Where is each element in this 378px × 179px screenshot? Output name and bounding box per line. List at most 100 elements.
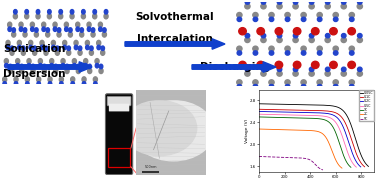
Circle shape — [357, 4, 363, 9]
Circle shape — [99, 27, 102, 32]
1C — [257, 116, 261, 118]
Circle shape — [59, 9, 62, 14]
Circle shape — [59, 77, 64, 82]
Circle shape — [341, 67, 346, 71]
Circle shape — [350, 84, 354, 89]
Circle shape — [25, 77, 29, 82]
Circle shape — [341, 33, 346, 38]
Circle shape — [8, 68, 12, 74]
Circle shape — [78, 46, 82, 50]
Circle shape — [104, 9, 108, 14]
Circle shape — [293, 71, 298, 76]
Circle shape — [76, 68, 81, 74]
Circle shape — [293, 0, 298, 4]
Circle shape — [4, 59, 8, 64]
Circle shape — [309, 37, 314, 43]
Circle shape — [50, 63, 53, 68]
Circle shape — [57, 32, 61, 37]
Circle shape — [350, 17, 354, 21]
0.1C — [363, 166, 367, 168]
Circle shape — [253, 51, 258, 55]
0.05C — [320, 104, 325, 106]
Circle shape — [333, 51, 338, 55]
Circle shape — [325, 0, 330, 4]
Circle shape — [33, 50, 37, 55]
Circle shape — [12, 32, 16, 37]
0.5C — [354, 166, 359, 168]
Text: Discharging: Discharging — [200, 62, 270, 72]
Circle shape — [8, 27, 11, 32]
Circle shape — [253, 80, 258, 85]
Circle shape — [285, 13, 290, 18]
Circle shape — [253, 17, 258, 21]
Circle shape — [67, 46, 70, 50]
Circle shape — [40, 45, 44, 50]
Circle shape — [44, 46, 48, 50]
Line: 0.1C: 0.1C — [259, 109, 365, 167]
Circle shape — [104, 14, 108, 19]
Circle shape — [237, 13, 242, 18]
Circle shape — [46, 32, 50, 37]
Circle shape — [277, 67, 282, 71]
Circle shape — [48, 77, 52, 82]
Circle shape — [29, 45, 33, 50]
Circle shape — [99, 68, 103, 74]
Circle shape — [89, 50, 93, 55]
Circle shape — [245, 4, 250, 9]
Circle shape — [76, 22, 80, 27]
Circle shape — [78, 50, 82, 55]
2C — [340, 167, 344, 169]
Circle shape — [65, 27, 68, 32]
0.5C — [319, 115, 323, 117]
Circle shape — [269, 84, 274, 89]
Circle shape — [275, 61, 283, 69]
Circle shape — [19, 27, 23, 32]
Circle shape — [237, 80, 242, 85]
Circle shape — [237, 84, 242, 89]
Circle shape — [87, 22, 91, 27]
Circle shape — [95, 63, 99, 68]
Circle shape — [341, 37, 346, 43]
Circle shape — [74, 45, 78, 50]
Circle shape — [84, 63, 87, 68]
Circle shape — [348, 28, 355, 35]
Circle shape — [31, 64, 35, 69]
Circle shape — [261, 33, 266, 38]
0.05C — [340, 108, 344, 111]
2C — [305, 129, 310, 131]
Circle shape — [277, 37, 282, 43]
Circle shape — [293, 33, 298, 38]
Text: Solvothermal: Solvothermal — [136, 12, 214, 22]
Circle shape — [293, 4, 298, 9]
Circle shape — [317, 80, 322, 85]
Circle shape — [40, 40, 44, 45]
Circle shape — [12, 28, 15, 32]
Circle shape — [257, 61, 265, 69]
0.1C — [324, 110, 328, 112]
2C — [328, 146, 333, 148]
Circle shape — [293, 61, 301, 69]
Circle shape — [37, 82, 40, 86]
Circle shape — [275, 28, 283, 35]
Circle shape — [22, 46, 25, 50]
Line: 2C: 2C — [259, 129, 342, 168]
Circle shape — [80, 32, 84, 37]
Circle shape — [35, 28, 38, 32]
Circle shape — [56, 46, 59, 50]
0.5C — [313, 115, 318, 117]
Circle shape — [333, 80, 338, 85]
0.5C — [316, 115, 320, 117]
Circle shape — [76, 27, 79, 32]
5C — [296, 157, 300, 159]
Circle shape — [34, 32, 39, 37]
Circle shape — [59, 14, 63, 19]
0.2C — [263, 110, 268, 113]
5C — [312, 162, 316, 164]
Circle shape — [348, 61, 355, 69]
Circle shape — [333, 13, 338, 18]
Circle shape — [44, 50, 48, 55]
Circle shape — [245, 33, 250, 38]
Circle shape — [23, 32, 27, 37]
Circle shape — [6, 45, 10, 50]
Circle shape — [48, 82, 52, 86]
